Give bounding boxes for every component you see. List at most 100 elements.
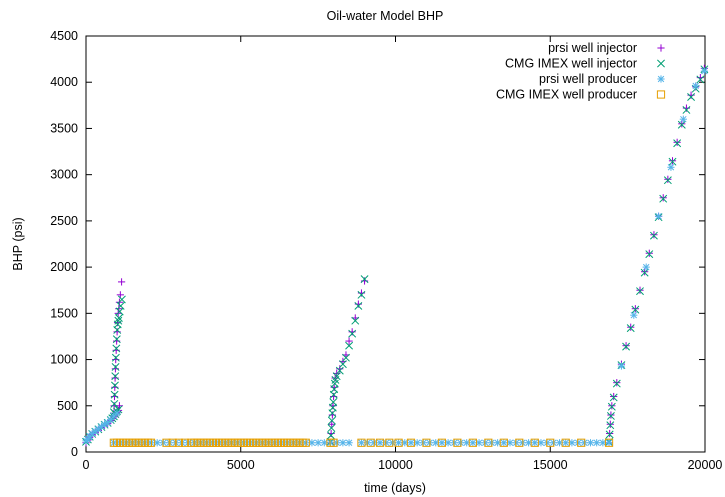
data-point [366, 438, 375, 447]
data-point [385, 438, 394, 447]
series-2 [82, 67, 708, 447]
data-point [469, 439, 477, 447]
data-point [546, 438, 555, 447]
data-point [345, 337, 353, 345]
data-point [110, 381, 119, 390]
data-point [328, 420, 336, 428]
data-point [413, 439, 421, 447]
legend-marker [657, 59, 665, 68]
data-point [114, 316, 123, 325]
data-point [422, 438, 431, 447]
data-point [577, 438, 586, 447]
data-point [335, 366, 344, 375]
data-point [606, 420, 614, 428]
legend-marker [657, 44, 665, 52]
data-point [631, 305, 640, 314]
data-point [342, 353, 350, 362]
data-point [117, 278, 126, 286]
data-point [327, 416, 336, 425]
data-point [673, 139, 682, 148]
y-tick-label: 2500 [50, 214, 78, 228]
data-point [636, 287, 644, 296]
data-point [406, 438, 416, 447]
data-point [659, 194, 667, 202]
data-point [329, 438, 338, 447]
data-point [453, 438, 462, 447]
series-1 [82, 65, 709, 446]
data-point [692, 82, 700, 90]
data-point [649, 231, 658, 240]
data-point [111, 353, 120, 362]
data-point [574, 439, 582, 447]
data-point [617, 362, 626, 370]
data-point [146, 438, 156, 447]
legend-label: prsi well injector [548, 41, 637, 55]
data-point [153, 439, 161, 447]
data-point [425, 439, 434, 447]
data-point [394, 439, 403, 447]
y-tick-label: 4000 [50, 75, 78, 89]
y-tick-label: 1500 [50, 306, 78, 320]
data-point [630, 311, 638, 319]
data-point [562, 439, 570, 447]
data-point [659, 194, 668, 203]
data-point [437, 438, 447, 447]
data-point [375, 438, 385, 447]
y-tick-label: 3000 [50, 168, 78, 182]
data-point [631, 305, 639, 313]
data-point [645, 250, 654, 259]
data-point [682, 106, 691, 114]
data-point [450, 439, 458, 447]
data-point [327, 424, 336, 432]
data-point [531, 439, 539, 447]
data-point [518, 439, 526, 447]
data-point [512, 439, 520, 447]
data-point [687, 93, 696, 101]
data-point [468, 438, 477, 447]
data-point [111, 372, 120, 381]
series-0 [82, 64, 708, 447]
plot-area: 0 5000 10000 15000 20000 0 500 1000 1500 2000 2500… [50, 29, 722, 472]
data-point [642, 263, 650, 271]
data-point [543, 439, 551, 447]
data-point [636, 286, 644, 294]
data-point [354, 301, 363, 310]
data-point [112, 344, 121, 353]
data-point [484, 438, 493, 447]
data-point [664, 175, 672, 183]
chart-title: Oil-water Model BHP [327, 9, 444, 23]
data-point [159, 439, 167, 447]
data-point [345, 341, 354, 350]
data-point [608, 402, 616, 410]
data-point [605, 439, 613, 447]
x-tick-label: 5000 [227, 458, 255, 472]
data-point [607, 411, 615, 419]
data-point [561, 438, 570, 447]
data-point [609, 393, 618, 402]
data-point [645, 249, 653, 257]
data-point [568, 439, 576, 447]
x-tick-label: 0 [83, 458, 90, 472]
data-point [549, 439, 557, 447]
data-point [613, 379, 621, 387]
data-point [586, 439, 595, 447]
data-point [419, 439, 427, 447]
data-point [357, 290, 366, 299]
data-point [111, 362, 120, 371]
data-point [679, 115, 687, 123]
data-point [622, 342, 631, 351]
data-point [113, 409, 121, 417]
data-point [180, 438, 190, 447]
x-tick-label: 15000 [533, 458, 568, 472]
data-point [178, 439, 186, 447]
data-point [677, 120, 686, 129]
data-point [332, 372, 341, 381]
data-point [487, 439, 496, 447]
data-point [700, 67, 708, 75]
y-tick-label: 4500 [50, 29, 78, 43]
data-point [115, 314, 123, 322]
data-point [382, 439, 390, 447]
y-axis-title: BHP (psi) [11, 217, 25, 270]
data-point [301, 438, 310, 447]
data-point [109, 408, 118, 417]
